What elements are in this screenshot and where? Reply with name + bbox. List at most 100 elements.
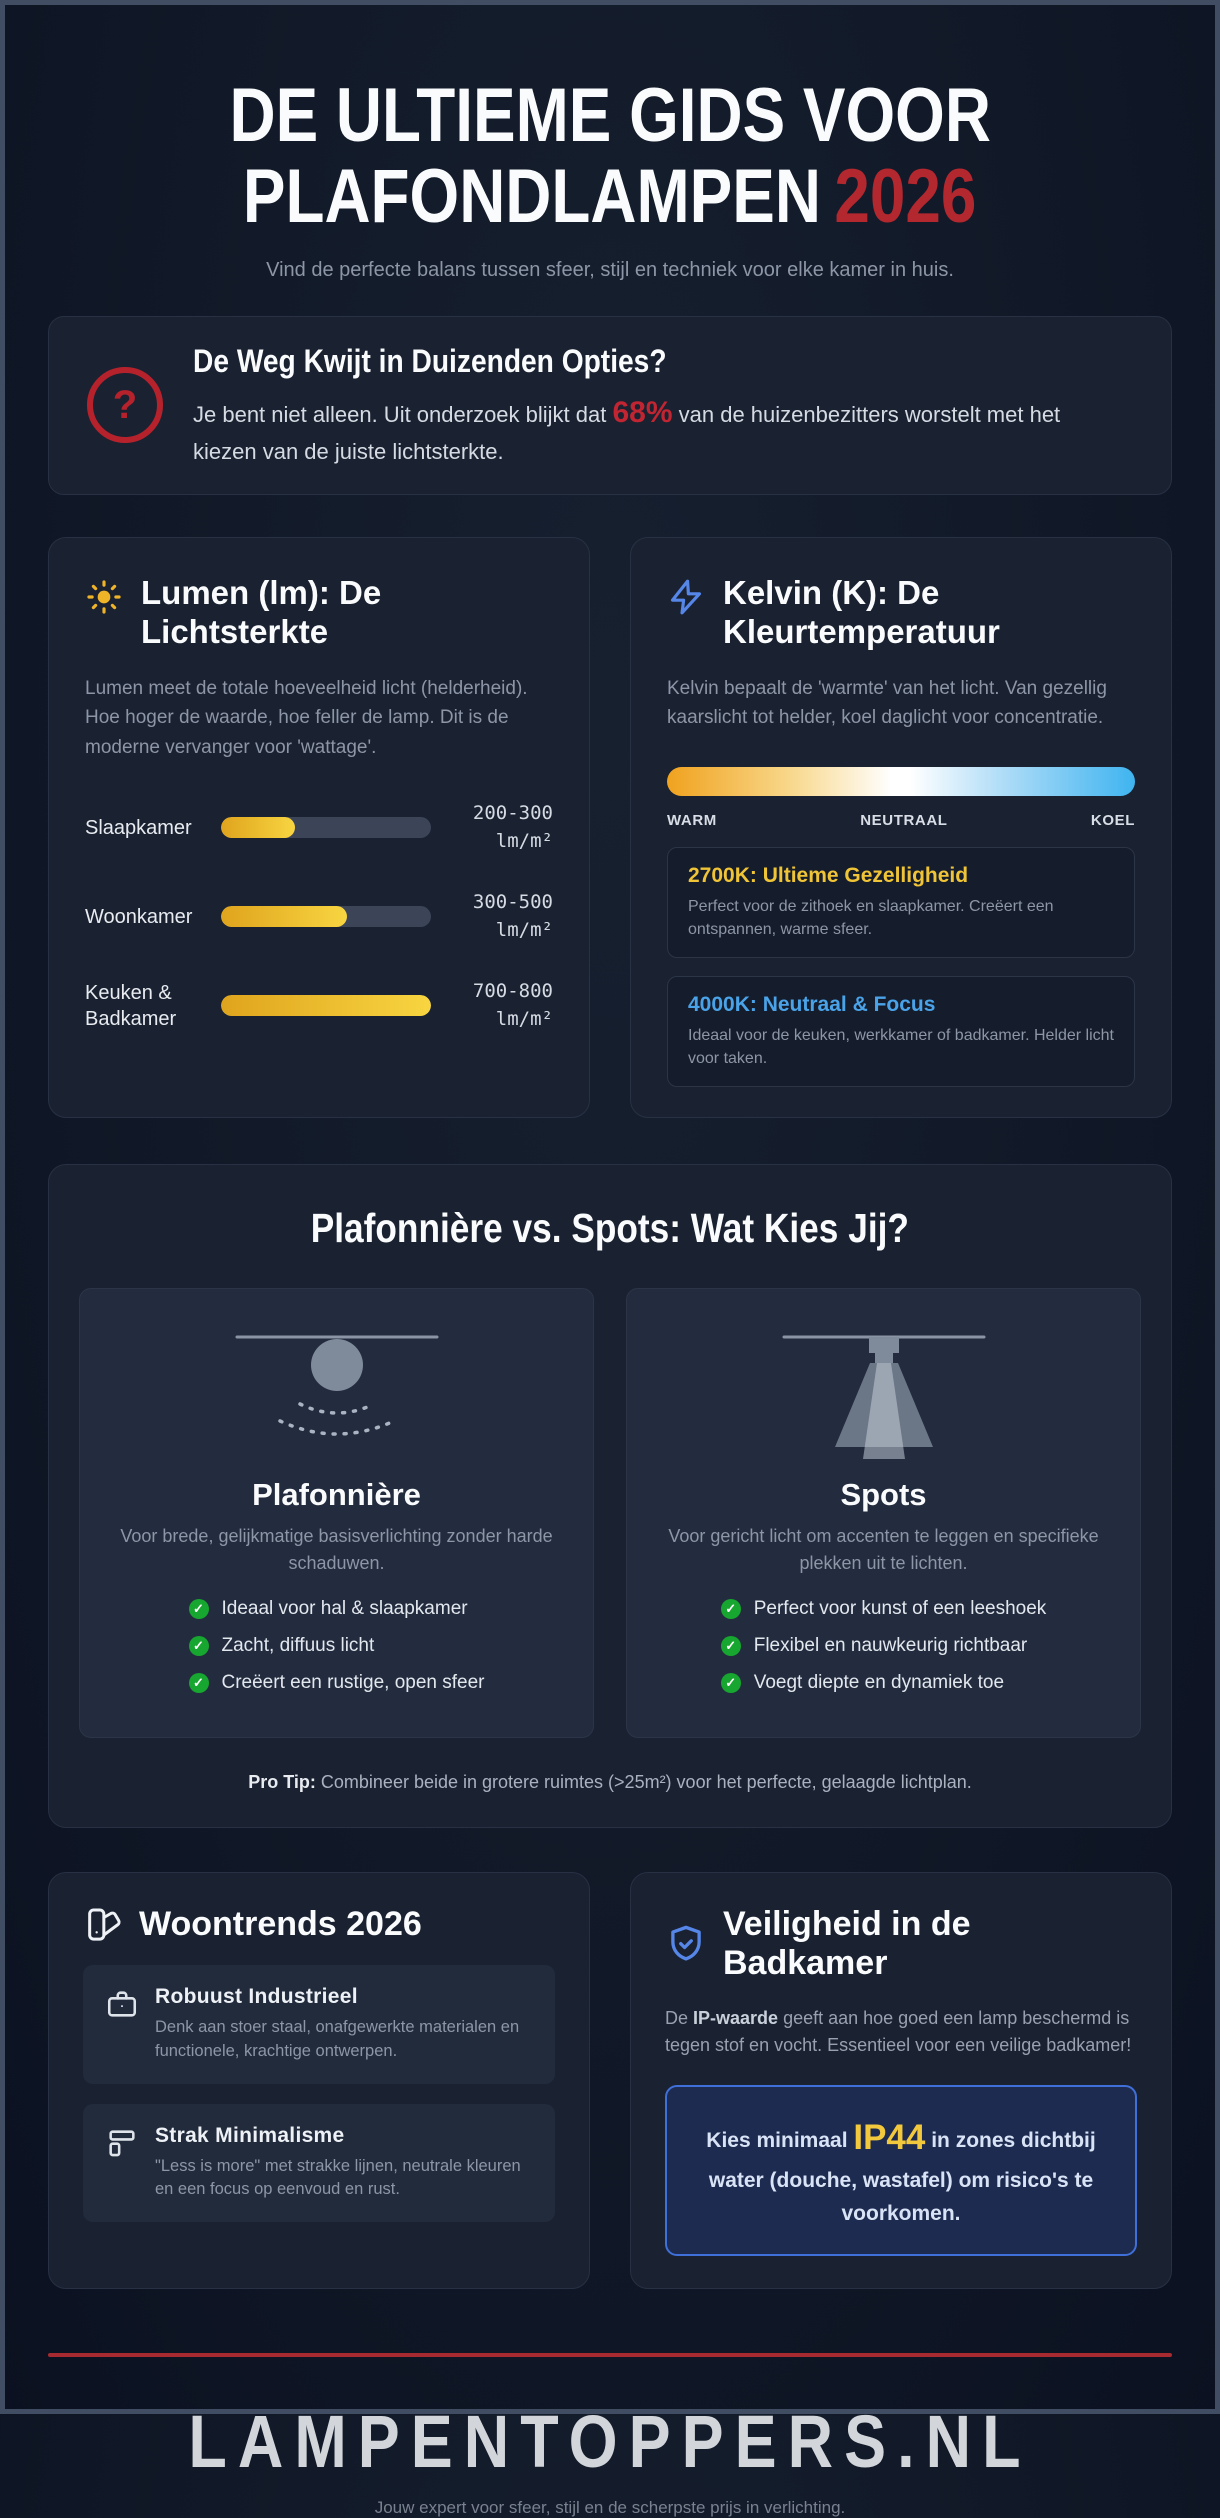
- check-icon: ✓: [720, 1598, 741, 1619]
- lumen-row-value: 300-500 lm/m²: [472, 891, 553, 941]
- list-item: ✓ Flexibel en nauwkeurig richtbaar: [720, 1635, 1047, 1657]
- scale-label-warm: WARM: [667, 811, 717, 829]
- lumen-bar-fill: [221, 906, 347, 928]
- check-icon: ✓: [720, 1635, 741, 1656]
- kelvin-gradient-scale: [667, 766, 1135, 796]
- lumen-row-value: 200-300 lm/m²: [472, 802, 553, 852]
- title-line-1: DE ULTIEME GIDS VOOR: [229, 73, 991, 159]
- kelvin-box-title: 2700K: Ultieme Gezelligheid: [688, 863, 969, 887]
- kelvin-box-4000k: 4000K: Neutraal & Focus Ideaal voor de k…: [667, 976, 1135, 1088]
- red-divider: [48, 2353, 1172, 2358]
- kelvin-card-header: Kelvin (K): De Kleurtemperatuur: [667, 574, 1135, 652]
- lumen-card: Lumen (lm): De Lichtsterkte Lumen meet d…: [48, 536, 590, 1119]
- lumen-card-header: Lumen (lm): De Lichtsterkte: [85, 574, 553, 652]
- lumen-row-slaapkamer: Slaapkamer 200-300 lm/m²: [85, 800, 553, 855]
- ip-waarde-bold: IP-waarde: [693, 2007, 779, 2028]
- page-title: DE ULTIEME GIDS VOOR PLAFONDLAMPEN 2026: [48, 76, 1172, 237]
- page-content: DE ULTIEME GIDS VOOR PLAFONDLAMPEN 2026 V…: [48, 5, 1172, 2518]
- header: DE ULTIEME GIDS VOOR PLAFONDLAMPEN 2026 V…: [48, 76, 1172, 282]
- lumen-card-title: Lumen (lm): De Lichtsterkte: [141, 573, 382, 650]
- trends-card-title: Woontrends 2026: [139, 1905, 422, 1944]
- kelvin-box-text: Perfect voor de zithoek en slaapkamer. C…: [688, 897, 1054, 938]
- info-cards-row: Lumen (lm): De Lichtsterkte Lumen meet d…: [48, 536, 1172, 1119]
- lumen-bar-fill: [221, 995, 431, 1017]
- trend-item-content: Strak Minimalisme "Less is more" met str…: [155, 2124, 533, 2203]
- stat-68-percent: 68%: [612, 395, 673, 429]
- spots-card: Spots Voor gericht licht om accenten te …: [626, 1288, 1141, 1738]
- trend-item-content: Robuust Industrieel Denk aan stoer staal…: [155, 1985, 533, 2064]
- lumen-bar-track: [221, 906, 431, 928]
- list-item: ✓ Voegt diepte en dynamiek toe: [720, 1672, 1047, 1694]
- shield-check-icon: [665, 1923, 707, 1965]
- check-icon: ✓: [720, 1672, 741, 1693]
- lumen-row-value: 700-800 lm/m²: [472, 980, 553, 1030]
- title-line-2: PLAFONDLAMPEN 2026: [243, 153, 977, 239]
- safety-card-title: Veiligheid in de Badkamer: [723, 1904, 971, 1982]
- plafonniere-title: Plafonnière: [252, 1477, 421, 1513]
- lumen-row-woonkamer: Woonkamer 300-500 lm/m²: [85, 889, 553, 944]
- trends-card-header: Woontrends 2026: [83, 1905, 555, 1945]
- versus-title: Plafonnière vs. Spots: Wat Kies Jij?: [310, 1205, 910, 1252]
- check-icon: ✓: [188, 1598, 209, 1619]
- kelvin-card-description: Kelvin bepaalt de 'warmte' van het licht…: [667, 677, 1107, 729]
- lumen-row-keuken-badkamer: Keuken & Badkamer 700-800 lm/m²: [85, 978, 553, 1033]
- question-mark-icon: ?: [87, 367, 163, 444]
- safety-card: Veiligheid in de Badkamer De IP-waarde g…: [630, 1871, 1172, 2290]
- safety-description: De IP-waarde geeft aan hoe goed een lamp…: [665, 2007, 1132, 2055]
- pro-tip: Pro Tip: Combineer beide in grotere ruim…: [248, 1771, 972, 1792]
- swatches-icon: [83, 1905, 123, 1945]
- kelvin-box-title: 4000K: Neutraal & Focus: [688, 993, 936, 1017]
- footer: LAMPENTOPPERS.NL Jouw expert voor sfeer,…: [48, 2353, 1172, 2518]
- kelvin-card-title: Kelvin (K): De Kleurtemperatuur: [723, 573, 1000, 650]
- ip44-alert-box: Kies minimaal IP44 in zones dichtbij wat…: [665, 2084, 1137, 2257]
- kelvin-box-2700k: 2700K: Ultieme Gezelligheid Perfect voor…: [667, 846, 1135, 959]
- list-item: ✓ Ideaal voor hal & slaapkamer: [188, 1598, 485, 1620]
- bottom-cards-row: Woontrends 2026 Robuust Industrieel Denk…: [48, 1871, 1172, 2290]
- versus-section: Plafonnière vs. Spots: Wat Kies Jij? Pla…: [48, 1164, 1172, 1828]
- title-year: 2026: [834, 153, 977, 239]
- plafonniere-description: Voor brede, gelijkmatige basisverlichtin…: [120, 1526, 553, 1573]
- list-item: ✓ Zacht, diffuus licht: [188, 1635, 485, 1657]
- trend-item-minimalisme: Strak Minimalisme "Less is more" met str…: [83, 2103, 555, 2223]
- trend-item-title: Robuust Industrieel: [155, 1984, 358, 2008]
- plafonniere-points: ✓ Ideaal voor hal & slaapkamer ✓ Zacht, di…: [188, 1598, 485, 1694]
- trend-item-text: "Less is more" met strakke lijnen, neutr…: [155, 2156, 521, 2199]
- intro-content: De Weg Kwijt in Duizenden Opties? Je ben…: [193, 343, 1123, 468]
- lumen-card-description: Lumen meet de totale hoeveelheid licht (…: [85, 677, 528, 758]
- page-subtitle: Vind de perfecte balans tussen sfeer, st…: [266, 258, 954, 281]
- plafonniere-card: Plafonnière Voor brede, gelijkmatige bas…: [79, 1288, 594, 1738]
- intro-text: Je bent niet alleen. Uit onderzoek blijk…: [193, 395, 1061, 464]
- brand-logo: LAMPENTOPPERS.NL: [188, 2400, 1032, 2484]
- trends-card: Woontrends 2026 Robuust Industrieel Denk…: [48, 1871, 590, 2290]
- brand-tagline: Jouw expert voor sfeer, stijl en de sche…: [374, 2498, 846, 2518]
- layout-panel-icon: [105, 2126, 139, 2203]
- lumen-bar-fill: [221, 817, 295, 839]
- briefcase-icon: [105, 1987, 139, 2064]
- list-item: ✓ Creëert een rustige, open sfeer: [188, 1672, 485, 1694]
- trend-item-title: Strak Minimalisme: [155, 2123, 345, 2147]
- intro-heading: De Weg Kwijt in Duizenden Opties?: [193, 342, 667, 379]
- spots-title: Spots: [840, 1477, 927, 1513]
- spots-description: Voor gericht licht om accenten te leggen…: [668, 1526, 1099, 1573]
- intro-box: ? De Weg Kwijt in Duizenden Opties? Je b…: [48, 315, 1172, 495]
- lumen-row-label: Keuken & Badkamer: [85, 981, 177, 1030]
- versus-columns: Plafonnière Voor brede, gelijkmatige bas…: [79, 1288, 1141, 1738]
- lumen-row-label: Slaapkamer: [85, 816, 192, 839]
- trend-item-industrieel: Robuust Industrieel Denk aan stoer staal…: [83, 1964, 555, 2084]
- check-icon: ✓: [188, 1672, 209, 1693]
- lumen-bar-track: [221, 817, 431, 839]
- ceiling-lamp-illustration: [235, 1335, 438, 1437]
- spots-points: ✓ Perfect voor kunst of een leeshoek ✓ Fle…: [720, 1598, 1047, 1694]
- list-item: ✓ Perfect voor kunst of een leeshoek: [720, 1598, 1046, 1620]
- scale-label-koel: KOEL: [1090, 811, 1135, 829]
- sun-icon: [85, 578, 123, 616]
- lightning-bolt-icon: [667, 578, 705, 616]
- ip44-value: IP44: [853, 2117, 926, 2157]
- trend-item-text: Denk aan stoer staal, onafgewerkte mater…: [155, 2017, 520, 2060]
- lumen-bar-chart: Slaapkamer 200-300 lm/m² Woonkamer 300-50…: [85, 800, 553, 1033]
- check-icon: ✓: [188, 1635, 209, 1656]
- spot-light-illustration: [782, 1335, 985, 1460]
- lumen-bar-track: [221, 995, 431, 1017]
- kelvin-card: Kelvin (K): De Kleurtemperatuur Kelvin b…: [630, 536, 1172, 1119]
